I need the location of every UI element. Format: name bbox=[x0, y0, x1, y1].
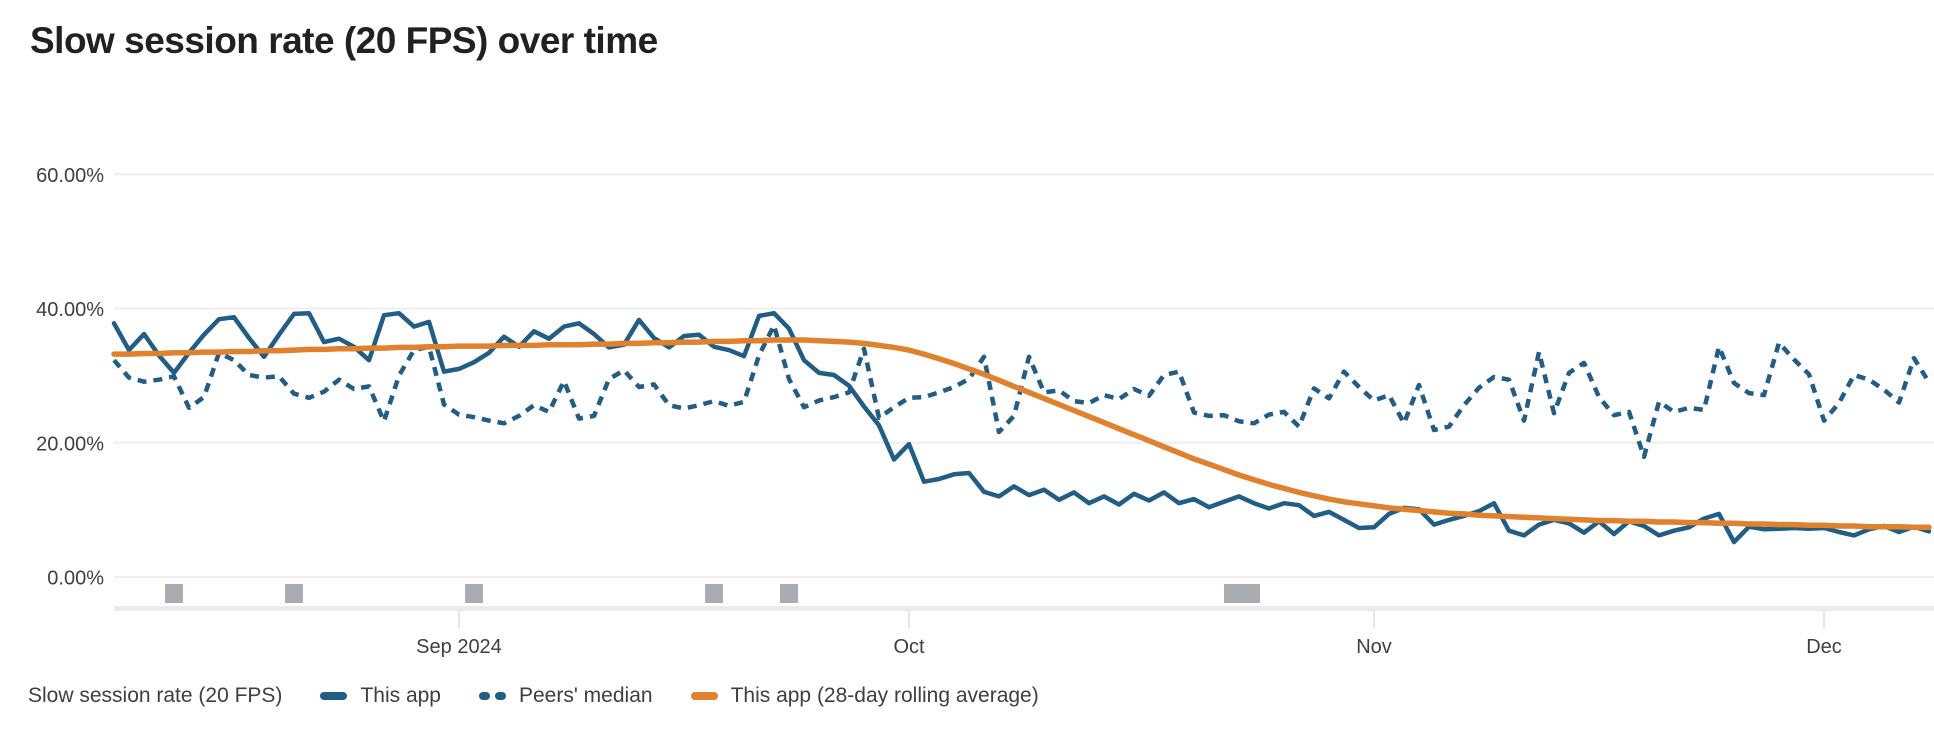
release-marker[interactable] bbox=[780, 584, 798, 603]
legend-item-rolling-average[interactable]: This app (28-day rolling average) bbox=[690, 684, 1039, 708]
series-lines bbox=[111, 310, 1932, 545]
x-axis-labels: Sep 2024 Oct Nov Dec bbox=[416, 636, 1842, 658]
this-app-line-icon bbox=[320, 692, 348, 700]
x-tick-label: Oct bbox=[893, 636, 925, 658]
x-axis-line bbox=[114, 606, 1934, 611]
gridlines bbox=[114, 173, 1934, 578]
legend-item-label: This app bbox=[360, 684, 441, 707]
chart-legend: Slow session rate (20 FPS) This app Peer… bbox=[28, 684, 1039, 708]
y-tick-label: 20.00% bbox=[36, 433, 104, 455]
legend-axis-label: Slow session rate (20 FPS) bbox=[28, 684, 283, 707]
series-line-this-app-28-day-rolling-average[interactable] bbox=[111, 337, 1932, 531]
release-marker[interactable] bbox=[705, 584, 723, 603]
rolling-average-line-icon bbox=[690, 692, 718, 700]
y-axis-labels: 0.00% 20.00% 40.00% 60.00% bbox=[36, 165, 104, 590]
legend-item-label: This app (28-day rolling average) bbox=[730, 684, 1039, 707]
peers-median-dashed-line-icon bbox=[478, 692, 506, 700]
release-markers bbox=[165, 584, 1260, 603]
legend-item-this-app[interactable]: This app bbox=[320, 684, 441, 708]
page-title: Slow session rate (20 FPS) over time bbox=[30, 20, 658, 61]
slow-session-rate-chart: 0.00% 20.00% 40.00% 60.00% Sep 2024 Oct Nov De… bbox=[36, 165, 1934, 658]
y-tick-label: 40.00% bbox=[36, 299, 104, 321]
release-marker[interactable] bbox=[165, 584, 183, 603]
series-line-peers-median[interactable] bbox=[112, 323, 1931, 460]
x-tick-label: Dec bbox=[1806, 636, 1842, 658]
legend-item-label: Peers' median bbox=[518, 684, 653, 707]
release-marker[interactable] bbox=[285, 584, 303, 603]
x-tick-label: Sep 2024 bbox=[416, 636, 502, 658]
y-tick-label: 0.00% bbox=[47, 568, 104, 590]
x-axis-ticks bbox=[458, 611, 1825, 628]
release-marker[interactable] bbox=[1242, 584, 1260, 603]
release-marker[interactable] bbox=[465, 584, 483, 603]
release-marker[interactable] bbox=[1224, 584, 1242, 603]
y-tick-label: 60.00% bbox=[36, 165, 104, 187]
legend-item-peers-median[interactable]: Peers' median bbox=[478, 684, 653, 708]
x-tick-label: Nov bbox=[1356, 636, 1392, 658]
